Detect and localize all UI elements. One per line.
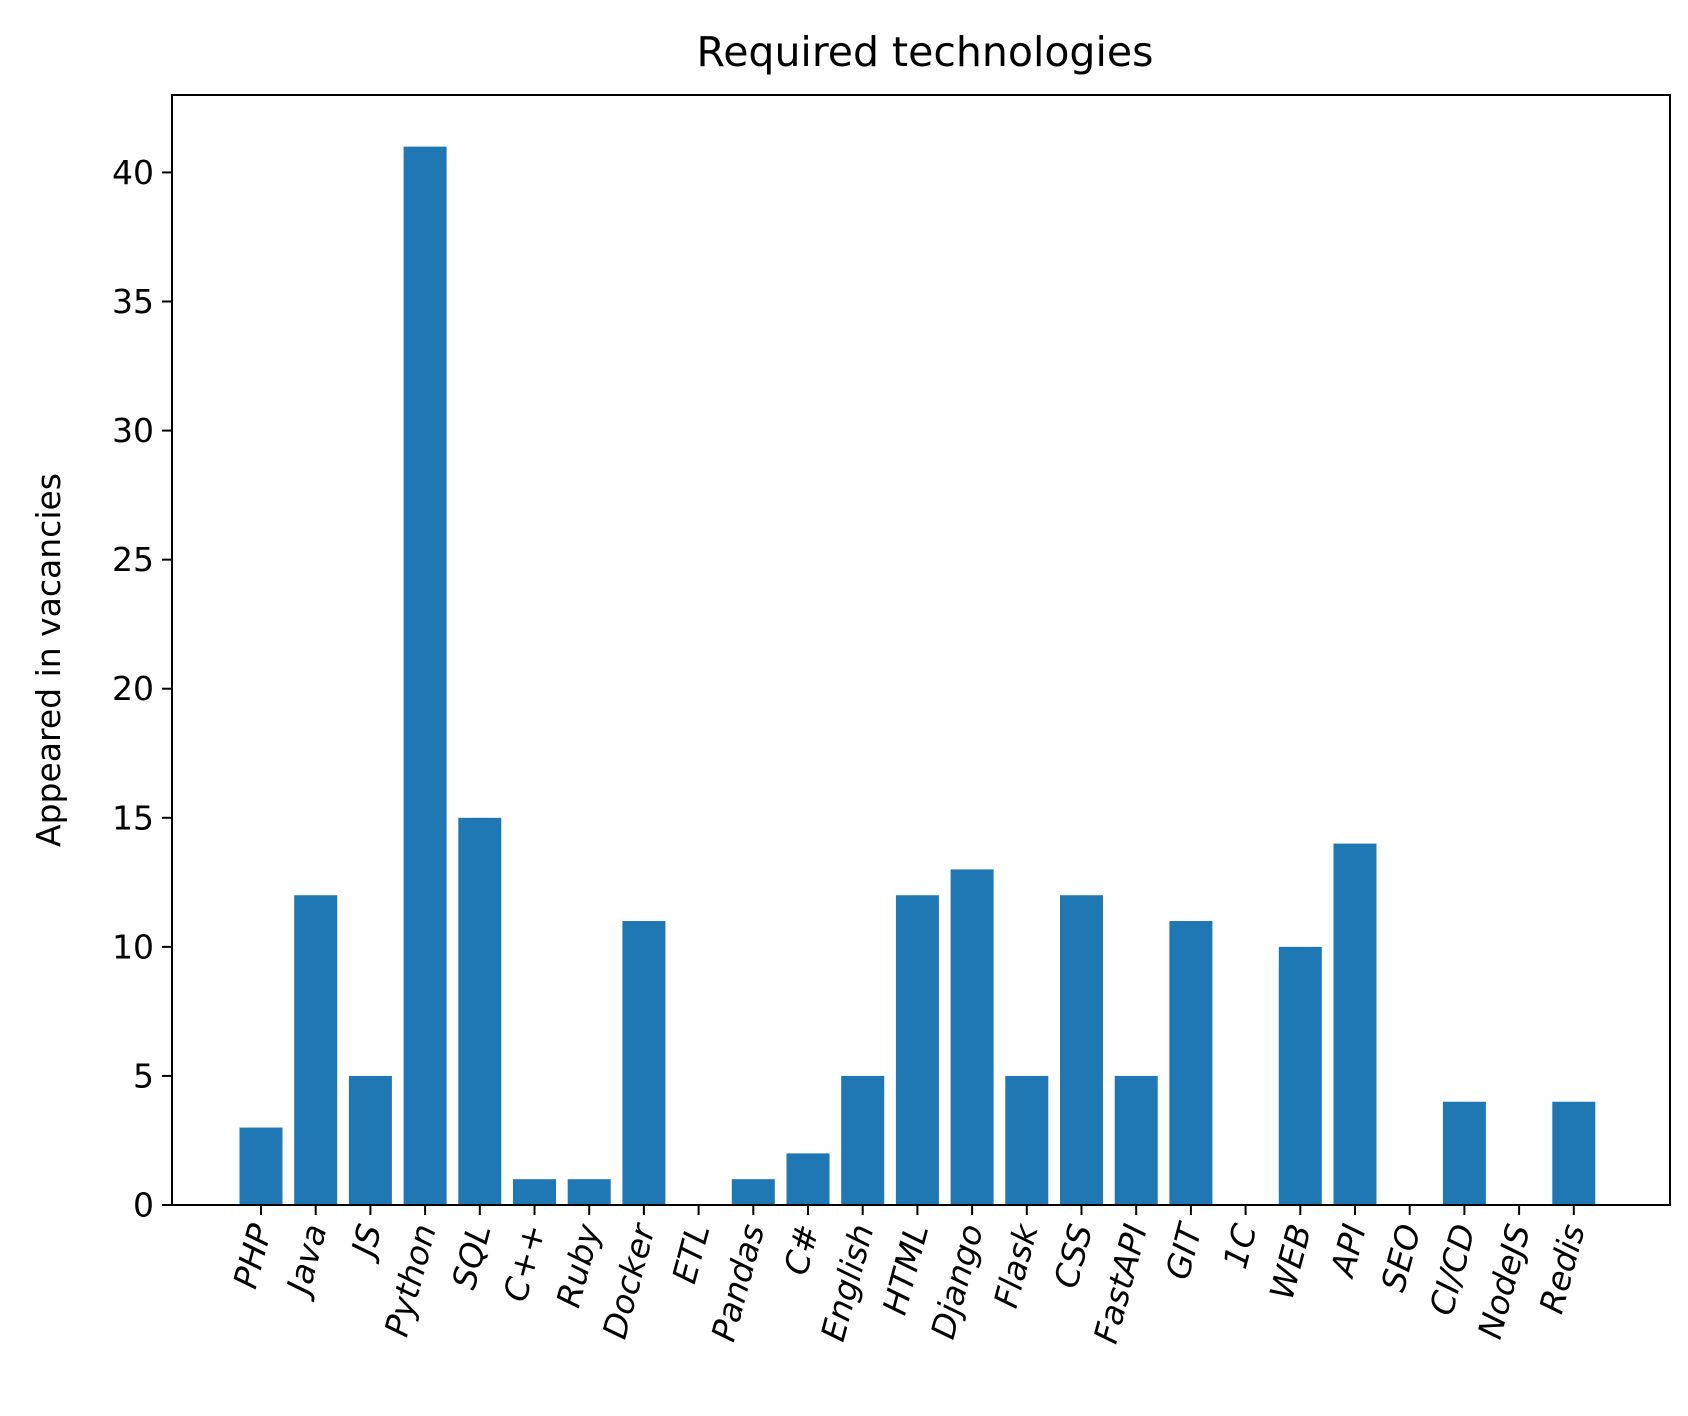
bar-web: [1278, 946, 1322, 1205]
bar-redis: [1552, 1101, 1596, 1205]
x-tick-label: 1C: [1215, 1220, 1264, 1273]
y-axis-label: Appeared in vacancies: [29, 473, 68, 847]
x-tick-label: Redis: [1532, 1220, 1593, 1318]
x-tick-label: HTML: [875, 1220, 936, 1319]
chart-title: Required technologies: [697, 28, 1154, 76]
bar-sql: [458, 817, 502, 1205]
x-tick-label: ETL: [664, 1220, 717, 1287]
bar-python: [403, 146, 447, 1205]
bar-git: [1169, 921, 1213, 1205]
bar-django: [950, 869, 994, 1205]
x-tick-label: Ruby: [549, 1220, 609, 1312]
bar-pandas: [731, 1179, 775, 1205]
y-tick-label: 30: [112, 411, 154, 450]
bar-flask: [1005, 1075, 1049, 1205]
x-tick-label: SQL: [444, 1220, 499, 1293]
bar-js: [348, 1075, 392, 1205]
y-tick-label: 10: [112, 927, 154, 966]
x-tick-label: SEO: [1373, 1220, 1428, 1296]
x-tick-label: Java: [277, 1220, 334, 1303]
bar-docker: [622, 921, 666, 1205]
bar-html: [895, 895, 939, 1205]
x-tick-label: JS: [342, 1220, 389, 1266]
plot-frame: [171, 94, 1671, 1206]
x-tick-label: PHP: [225, 1220, 279, 1293]
bar-c-: [513, 1179, 556, 1205]
x-tick-label: Flask: [986, 1218, 1046, 1312]
bars-group: [239, 146, 1596, 1205]
bar-css: [1060, 895, 1103, 1205]
x-tick-label: C#: [776, 1220, 827, 1279]
bar-ruby: [567, 1179, 611, 1205]
bar-ci-cd: [1442, 1101, 1486, 1205]
bar-php: [239, 1127, 283, 1205]
x-tick-label: C++: [495, 1220, 553, 1306]
y-tick-label: 20: [112, 669, 154, 708]
x-tick-label: CSS: [1046, 1220, 1100, 1292]
x-tick-label: API: [1322, 1220, 1374, 1282]
y-tick-label: 15: [112, 798, 154, 837]
y-tick-label: 0: [133, 1186, 154, 1225]
y-axis: 0 5 10 15 20 25 30 35 40: [112, 153, 172, 1225]
bar-c-: [786, 1153, 830, 1205]
x-tick-label: GIT: [1158, 1217, 1211, 1283]
bar-java: [294, 895, 338, 1205]
x-tick-label: WEB: [1262, 1220, 1319, 1304]
y-tick-label: 40: [112, 153, 154, 192]
y-tick-label: 35: [112, 282, 154, 321]
bar-api: [1333, 843, 1377, 1205]
bar-english: [841, 1075, 885, 1205]
y-tick-label: 5: [133, 1056, 154, 1095]
bar-fastapi: [1114, 1075, 1158, 1205]
x-tick-label: CI/CD: [1422, 1220, 1484, 1319]
y-tick-label: 25: [112, 540, 154, 579]
